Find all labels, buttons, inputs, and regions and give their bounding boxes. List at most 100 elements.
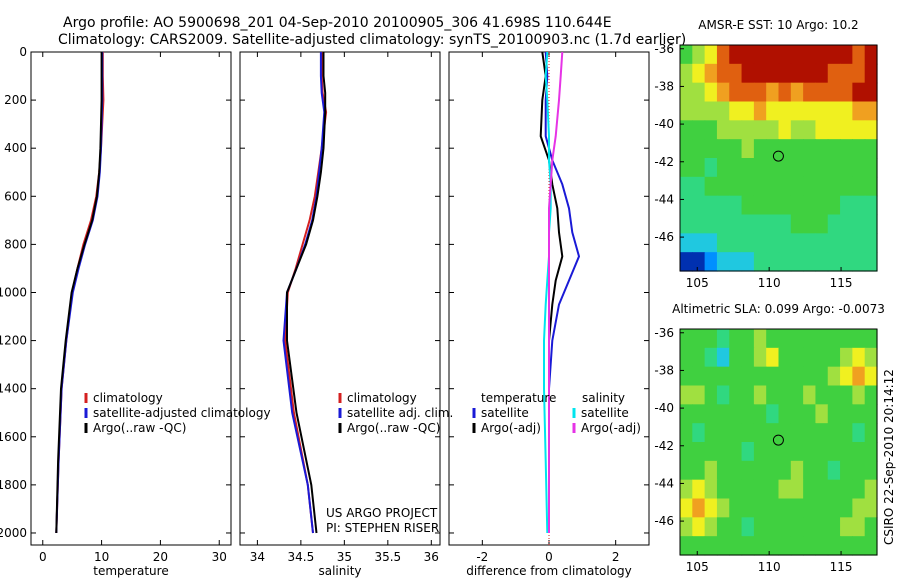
sst_map-cell (840, 139, 853, 159)
sst_map-cell (864, 101, 878, 121)
sla_map-cell (741, 479, 755, 500)
sst_map-cell (852, 233, 866, 253)
sst_map-cell (778, 63, 792, 84)
sla_map-cell (741, 498, 755, 518)
sst_map-cell (729, 63, 743, 84)
sst_map-plot: AMSR-E SST: 10 Argo: 10.2 105 110 115 -36 -38… (654, 18, 878, 290)
sst_map-cell (680, 158, 693, 178)
sst_map-cell (803, 63, 817, 84)
sla_map-cell (741, 536, 755, 556)
sla_map-cell (827, 385, 841, 405)
sla_map-cell (852, 460, 866, 481)
sla_map-cell (852, 517, 866, 537)
salinity-plot: 34 34.5 35 35.5 36 salinity (239, 51, 441, 578)
sla_map-cell (729, 366, 743, 387)
sst_map-cell (827, 63, 841, 84)
sla_map-cell (790, 347, 804, 368)
sst_map-cell (704, 252, 718, 272)
sst_map-cell (790, 158, 804, 178)
sla_map-cell (803, 366, 817, 387)
sst_map-cell (852, 45, 866, 65)
salinity-xtick-label: 35.5 (374, 550, 401, 564)
sla_map-ytick-label: -46 (654, 514, 674, 528)
difference-xtick-label: 2 (612, 550, 620, 564)
sst_map-cell (852, 214, 866, 234)
sst_map-cell (827, 82, 841, 103)
sla_map-cell (852, 498, 866, 518)
sst_map-cell (766, 120, 780, 140)
sst_map-cell (753, 45, 767, 65)
sla_map-cell (729, 404, 743, 424)
sla_map-cell (716, 347, 730, 368)
salinity-series-argo-raw-qc (286, 52, 327, 534)
sla_map-cell (766, 366, 780, 387)
sst_map-cell (815, 63, 829, 84)
sst_map-ytick-label: -38 (654, 79, 674, 93)
sla_map-ytick-label: -42 (654, 439, 674, 453)
sst_map-xtick-label: 105 (686, 276, 709, 290)
sst_map-cell (692, 139, 706, 159)
sst_map-cell (753, 195, 767, 216)
sla_map-cell (704, 423, 718, 443)
sla_map-cell (704, 442, 718, 462)
sst_map-cell (790, 45, 804, 65)
sst_map-cell (864, 82, 878, 103)
sst_map-cell (790, 176, 804, 197)
temperature-xlabel: temperature (93, 564, 168, 578)
sla_map-cell (741, 442, 755, 462)
sst_map-cell (680, 195, 693, 216)
sla_map-cell (864, 460, 878, 481)
sst_map-cell (840, 63, 853, 84)
difference-series-salinity-argo-adj (548, 52, 564, 533)
sst_map-cell (840, 120, 853, 140)
sla_map-cell (840, 385, 853, 405)
sla_map-cell (704, 460, 718, 481)
sla_map-cell (741, 404, 755, 424)
sla_map-cell (852, 329, 866, 349)
sst_map-cell (766, 101, 780, 121)
sla_map-cell (753, 536, 767, 556)
sla_map-cell (766, 460, 780, 481)
sla_map-cell (827, 460, 841, 481)
sst_map-cell (827, 139, 841, 159)
sla_map-cell (741, 423, 755, 443)
sla_map-cell (716, 442, 730, 462)
difference-xtick-label: 0 (545, 550, 553, 564)
sla_map-cell (790, 460, 804, 481)
temperature-xtick-label: 30 (212, 550, 227, 564)
sst_map-cell (778, 214, 792, 234)
temperature-ytick-label: 1000 (0, 285, 27, 299)
sla_map-cell (827, 479, 841, 500)
sst_map-cell (692, 82, 706, 103)
sla_map-cell (729, 498, 743, 518)
sla_map-cell (827, 536, 841, 556)
sst_map-cell (803, 233, 817, 253)
sst_map-cell (680, 63, 693, 84)
sla_map-cell (778, 329, 792, 349)
sla_map-cell (840, 517, 853, 537)
sst_map-cell (716, 139, 730, 159)
sla_map-xtick-label: 105 (686, 560, 709, 574)
sst_map-cell (741, 45, 755, 65)
sst_map-cell (790, 63, 804, 84)
sla_map-cell (704, 366, 718, 387)
temperature-ytick-label: 1600 (0, 430, 27, 444)
sst_map-cell (704, 82, 718, 103)
sla_map-cell (753, 329, 767, 349)
sst_map-cell (803, 101, 817, 121)
sst_map-cell (766, 214, 780, 234)
sst_map-cell (815, 252, 829, 272)
sst_map-cell (852, 176, 866, 197)
sla_map-cell (840, 329, 853, 349)
sst_map-cell (803, 214, 817, 234)
sst_map-cell (704, 120, 718, 140)
sst_map-cell (729, 252, 743, 272)
sst_map-cell (827, 252, 841, 272)
sla_map-cell (790, 423, 804, 443)
sla_map-cell (840, 536, 853, 556)
sst_map-cell (753, 252, 767, 272)
sla_map-cell (766, 442, 780, 462)
sst_map-cell (790, 101, 804, 121)
sla_map-cell (803, 423, 817, 443)
sst_map-cell (790, 214, 804, 234)
